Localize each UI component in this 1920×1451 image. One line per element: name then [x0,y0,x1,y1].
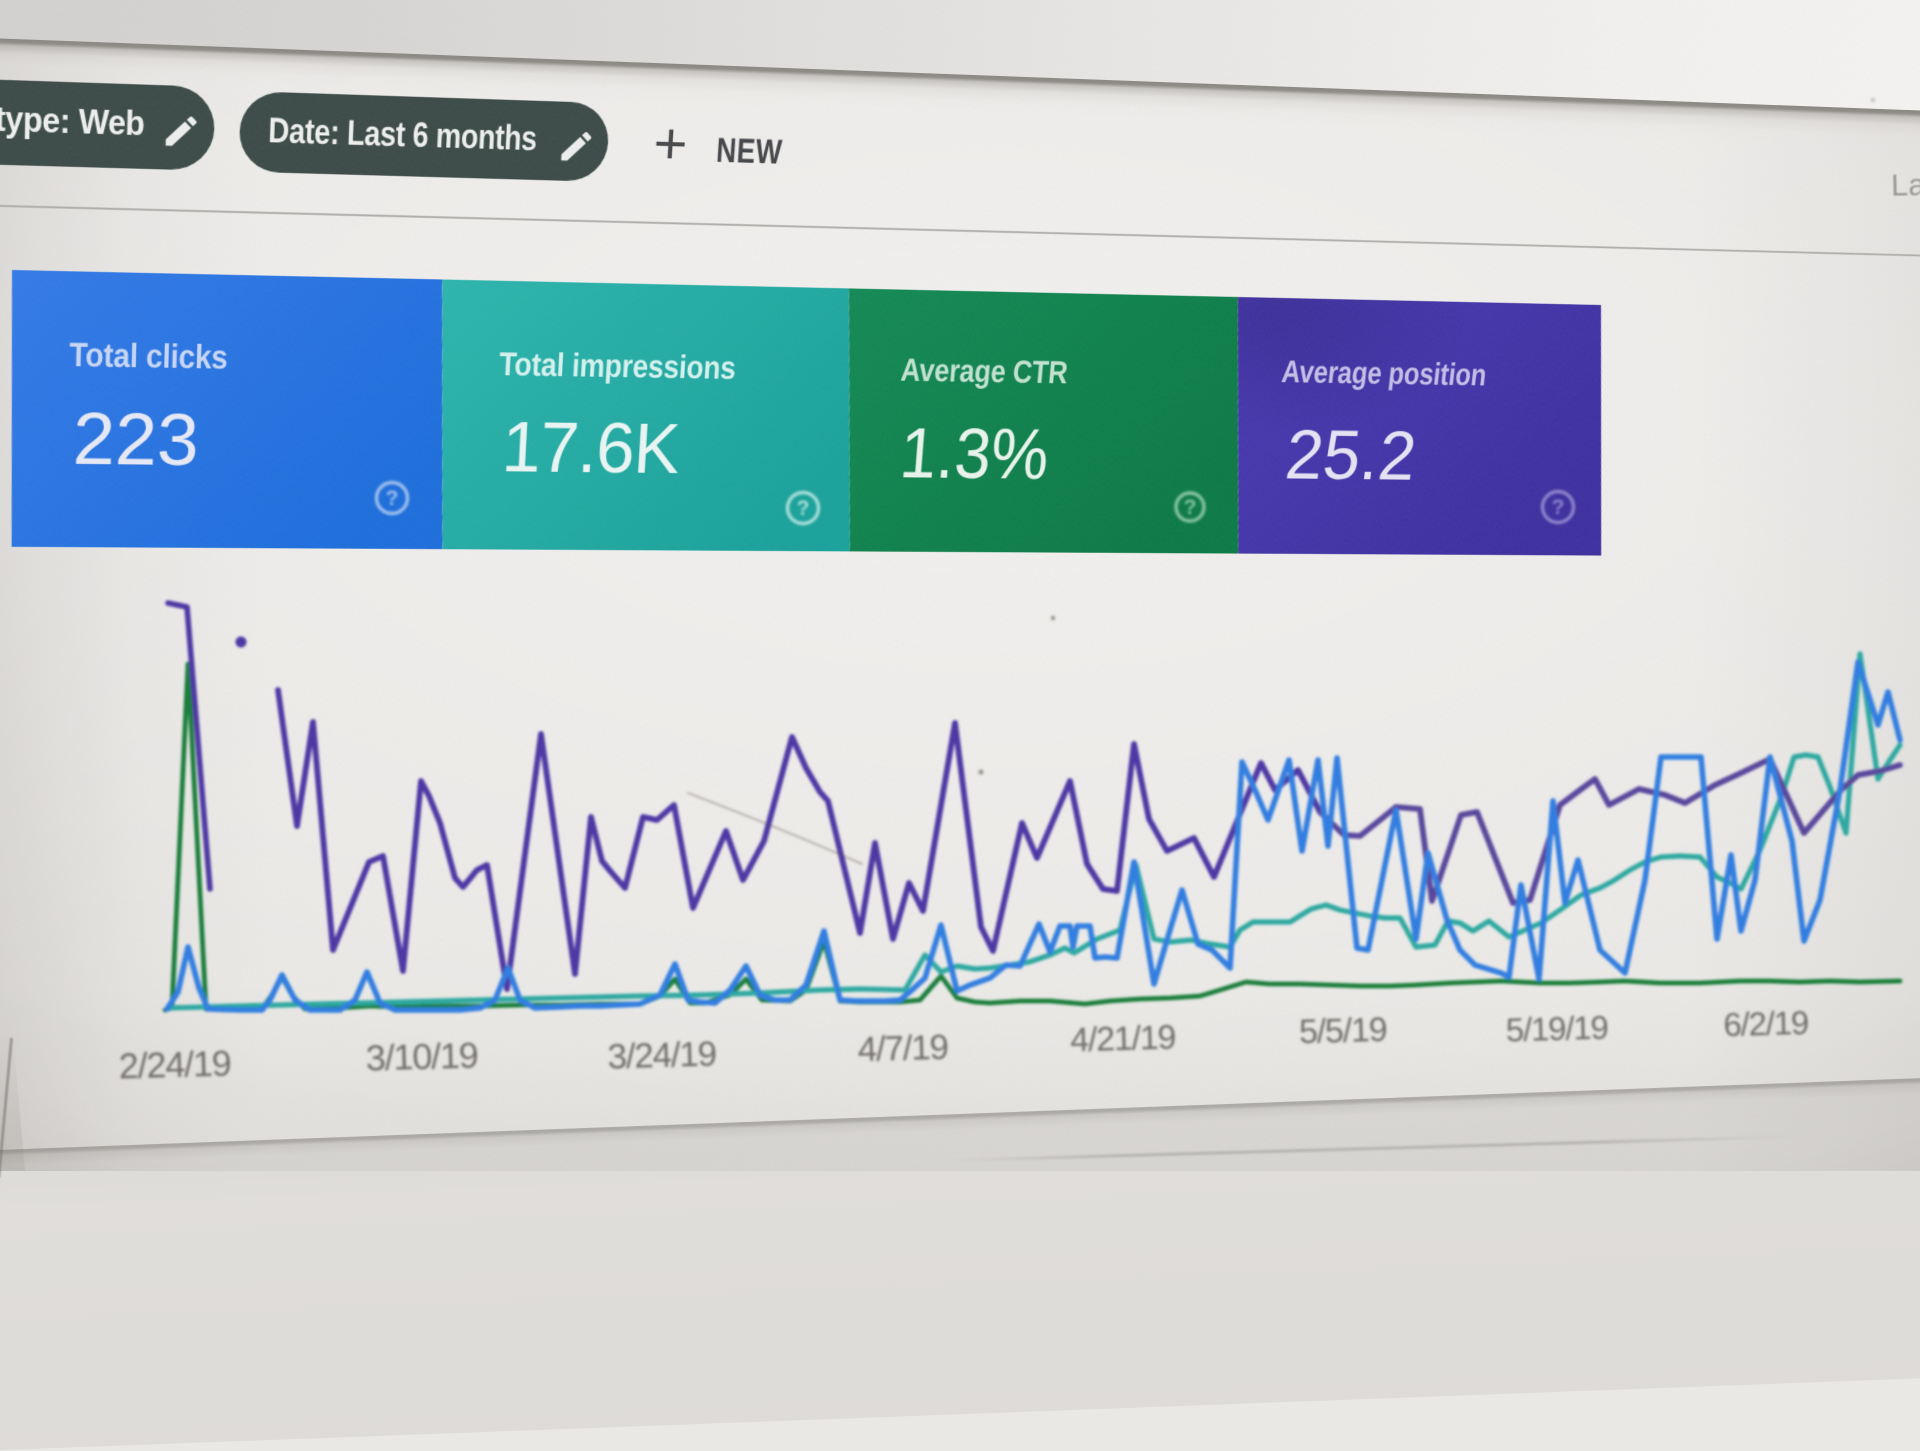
svg-text:5/19/19: 5/19/19 [1505,1009,1608,1049]
svg-text:6/2/19: 6/2/19 [1723,1004,1809,1043]
svg-text:?: ? [386,487,399,510]
svg-text:2/24/19: 2/24/19 [118,1042,231,1086]
svg-text:5/5/19: 5/5/19 [1299,1011,1388,1051]
svg-text:4/21/19: 4/21/19 [1070,1019,1176,1060]
svg-text:3/10/19: 3/10/19 [365,1034,478,1078]
svg-text:3/24/19: 3/24/19 [607,1035,716,1077]
svg-text:?: ? [1552,496,1565,519]
svg-text:?: ? [1184,496,1197,519]
svg-text:4/7/19: 4/7/19 [857,1028,948,1069]
svg-text:?: ? [797,497,810,520]
